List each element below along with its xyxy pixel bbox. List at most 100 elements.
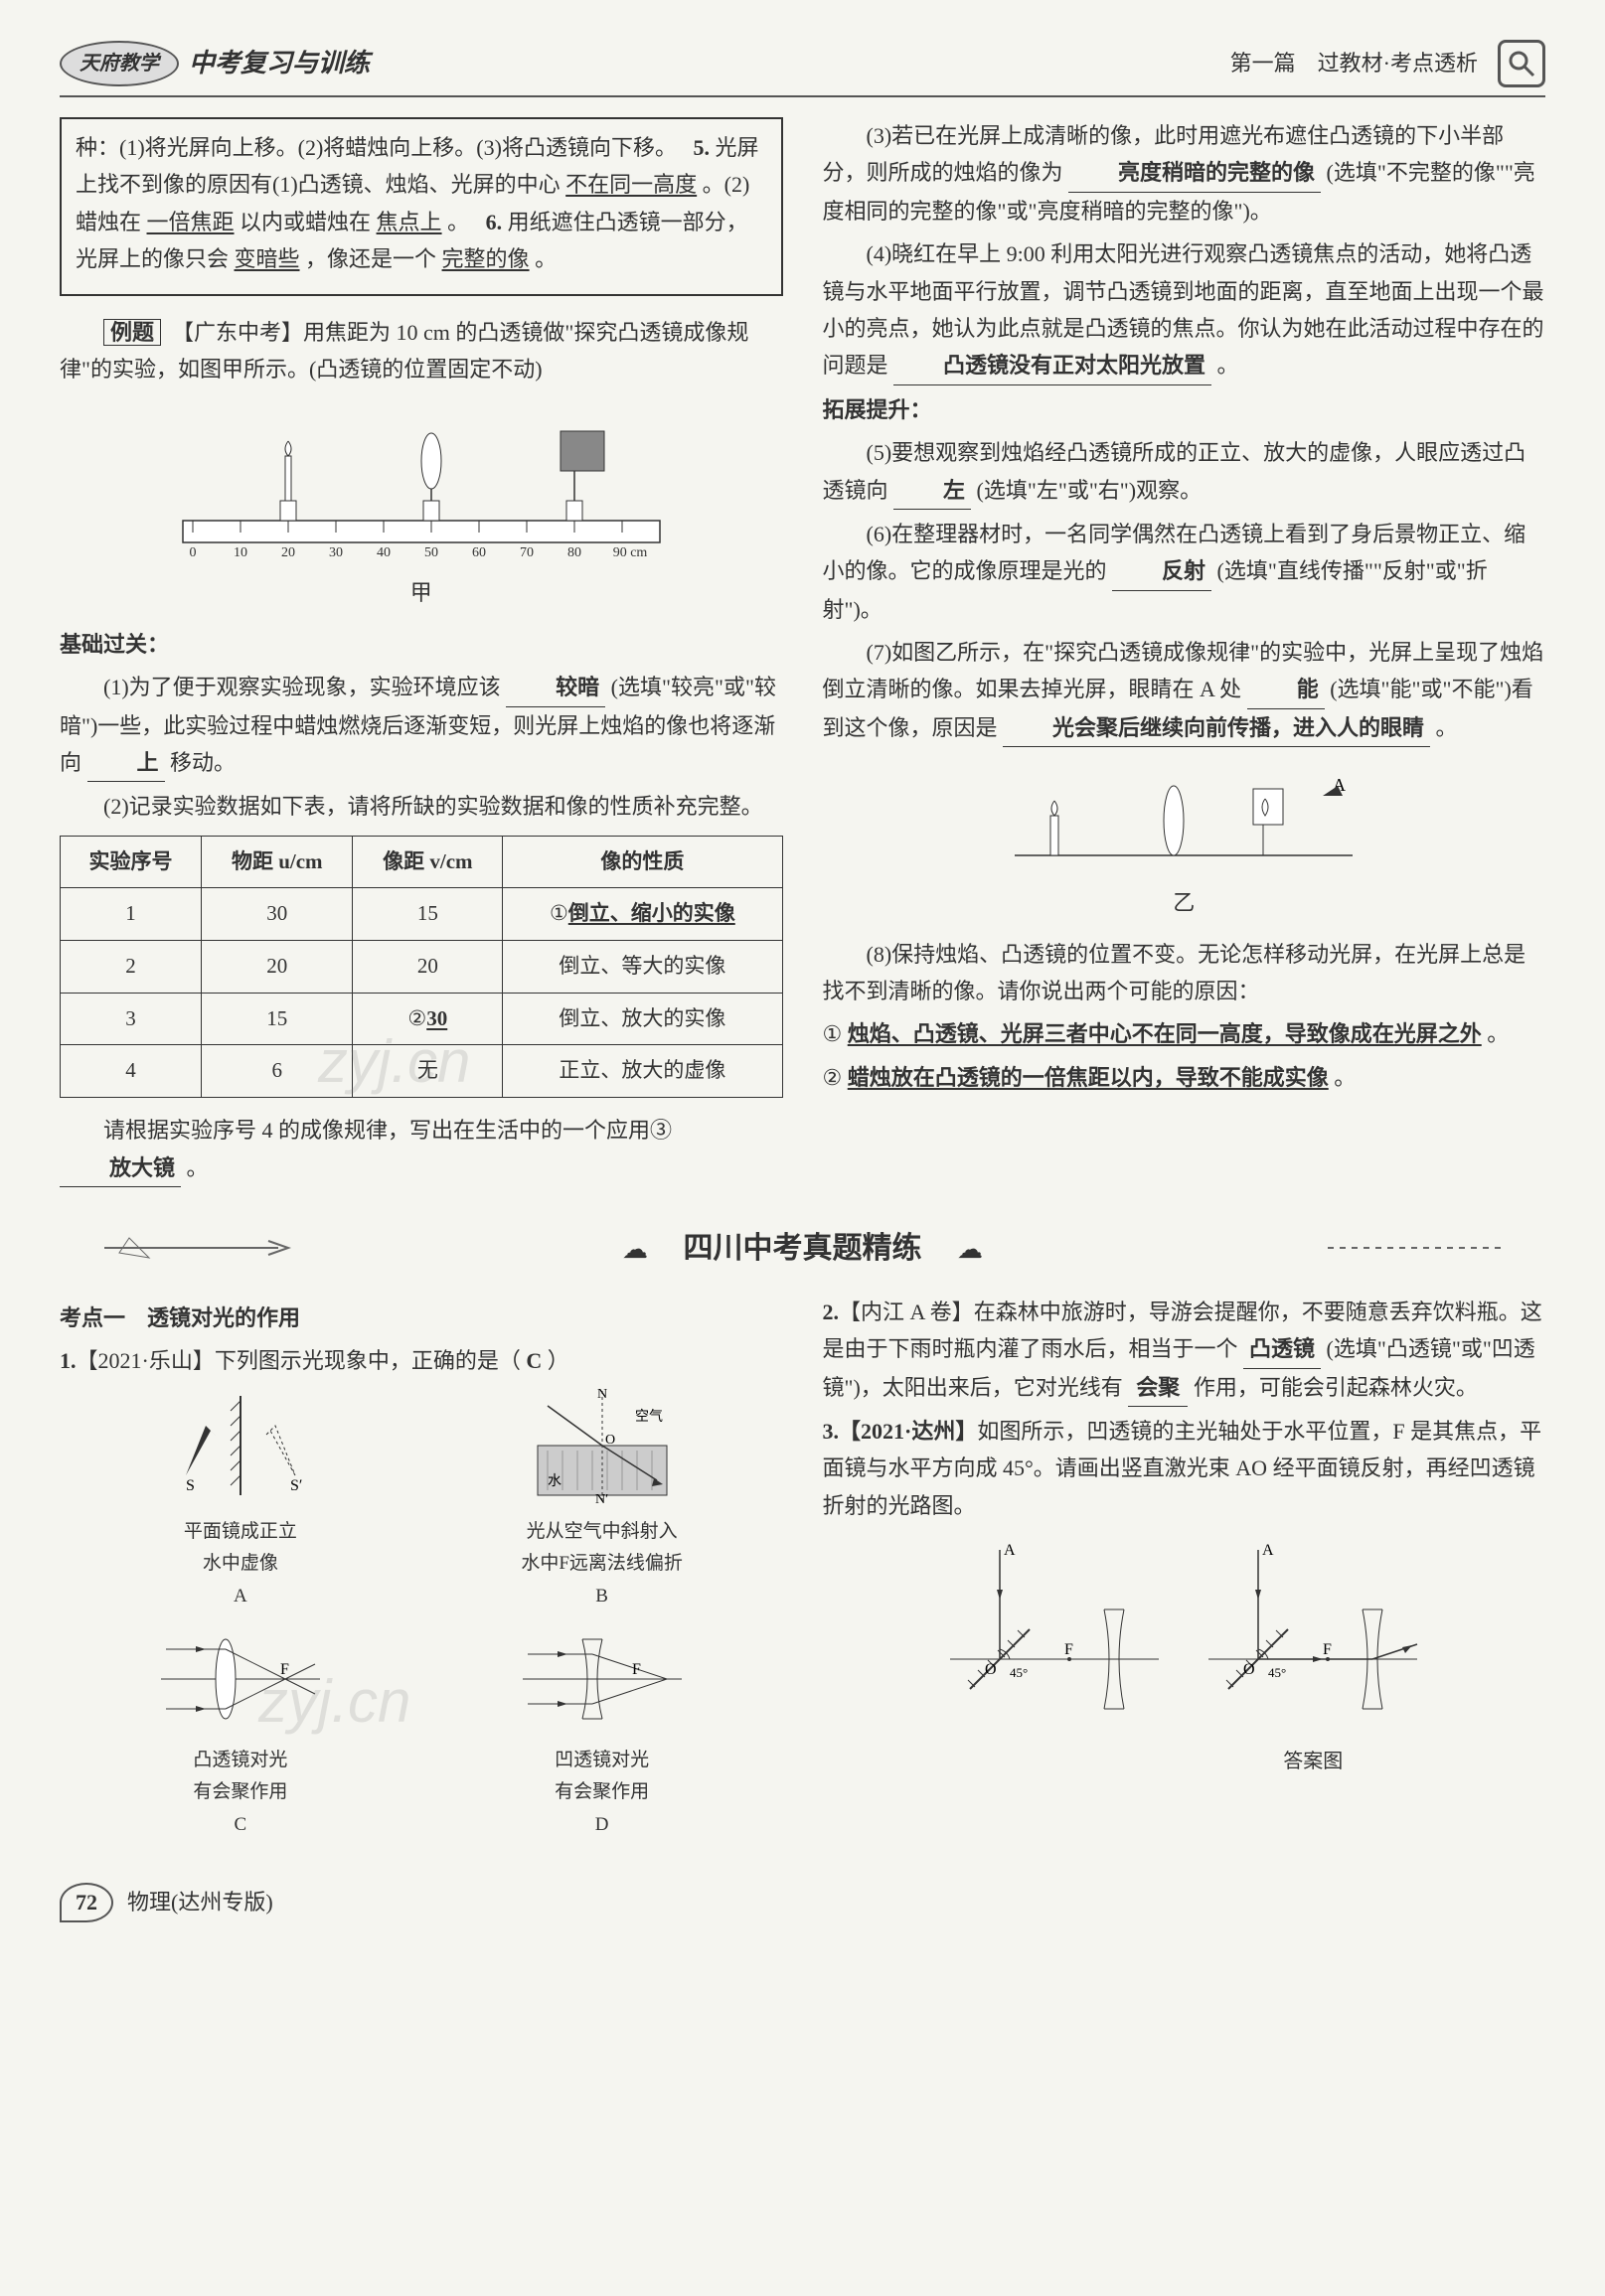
logo-brand: 天府教学 <box>60 41 179 86</box>
svg-text:60: 60 <box>472 545 486 560</box>
svg-text:10: 10 <box>234 545 247 560</box>
t: 完整的像 <box>442 246 530 271</box>
t: 5. <box>693 135 710 160</box>
answer: 倒立、缩小的实像 <box>568 901 735 925</box>
t: 。 <box>187 1155 209 1180</box>
answer: 光会聚后继续向前传播，进入人的眼睛 <box>1003 709 1430 747</box>
example-label: 例题 <box>103 319 161 346</box>
figure-yi: A 乙 <box>823 761 1546 921</box>
p3-figures: A O 45° F <box>823 1530 1546 1777</box>
t: 以内或蜡烛在 <box>240 210 371 234</box>
svg-text:A: A <box>1262 1542 1274 1559</box>
t: 1. <box>60 1348 77 1373</box>
opt-text: 有会聚作用 <box>427 1776 777 1808</box>
td: 2 <box>61 941 202 994</box>
svg-text:S′: S′ <box>290 1477 302 1494</box>
t: 【2021·达州】 <box>839 1419 977 1444</box>
opt-label: D <box>427 1809 777 1841</box>
q4: (4)晓红在早上 9:00 利用太阳光进行观察凸透镜焦点的活动，她将凸透镜与水平… <box>823 235 1546 385</box>
td: ②30 <box>353 993 503 1045</box>
opt-text: 凸透镜对光 <box>66 1745 415 1776</box>
td: 6 <box>202 1045 353 1098</box>
lower-right: 2.【内江 A 卷】在森林中旅游时，导游会提醒你，不要随意丢弃饮料瓶。这是由于下… <box>823 1294 1546 1853</box>
td: 3 <box>61 993 202 1045</box>
q6: (6)在整理器材时，一名同学偶然在凸透镜上看到了身后景物正立、缩小的像。它的成像… <box>823 516 1546 628</box>
example-source: 【广东中考】 <box>172 320 303 345</box>
svg-text:O: O <box>605 1433 615 1448</box>
t: 2. <box>823 1300 840 1324</box>
opt-text: 有会聚作用 <box>66 1776 415 1808</box>
svg-text:空气: 空气 <box>635 1409 663 1425</box>
option-D: F 凹透镜对光 有会聚作用 D <box>421 1624 783 1841</box>
svg-text:0: 0 <box>189 545 196 560</box>
t: ① <box>550 901 568 925</box>
th: 物距 u/cm <box>202 836 353 888</box>
td: 20 <box>353 941 503 994</box>
t: 【内江 A 卷】 <box>839 1300 974 1324</box>
breadcrumb: 第一篇 过教材·考点透析 <box>1230 45 1478 81</box>
t: 。 <box>1436 715 1458 740</box>
t: ① <box>823 1021 843 1046</box>
td: 倒立、等大的实像 <box>503 941 782 994</box>
opt-text: 水中虚像 <box>66 1548 415 1580</box>
svg-text:20: 20 <box>281 545 295 560</box>
answer: C <box>526 1348 542 1373</box>
answer: 亮度稍暗的完整的像 <box>1068 154 1321 192</box>
svg-text:S: S <box>186 1477 195 1494</box>
answer-caption: 答案图 <box>1199 1745 1427 1778</box>
q8-a2: ② 蜡烛放在凸透镜的一倍焦距以内，导致不能成实像 。 <box>823 1059 1546 1096</box>
td: 无 <box>353 1045 503 1098</box>
t: 变暗些 <box>235 246 300 271</box>
answer: 凸透镜 <box>1243 1330 1321 1368</box>
left-column: 种：(1)将光屏向上移。(2)将蜡烛向上移。(3)将凸透镜向下移。 5. 光屏上… <box>60 117 783 1193</box>
t: 种：(1)将光屏向上移。(2)将蜡烛向上移。(3)将凸透镜向下移。 <box>76 135 688 160</box>
basics-label: 基础过关： <box>60 626 783 663</box>
t: (1)为了便于观察实验现象，实验环境应该 <box>103 675 501 699</box>
t: 3. <box>823 1419 840 1444</box>
page-number: 72 <box>60 1883 113 1922</box>
td: 15 <box>202 993 353 1045</box>
t: 焦点上 <box>377 210 442 234</box>
t: ② <box>407 1006 426 1030</box>
t: 作用，可能会引起森林火灾。 <box>1194 1375 1478 1400</box>
table-row: 4 6 无 正立、放大的虚像 <box>61 1045 783 1098</box>
t: (选填"左"或"右")观察。 <box>977 478 1203 503</box>
opt-label: C <box>66 1809 415 1841</box>
option-row-2: F 凸透镜对光 有会聚作用 C F 凹透镜对光 有会聚作用 D <box>60 1624 783 1841</box>
logo-title: 中考复习与训练 <box>189 42 370 85</box>
q1: (1)为了便于观察实验现象，实验环境应该 较暗 (选填"较亮"或"较暗")一些，… <box>60 669 783 782</box>
t: 请根据实验序号 4 的成像规律，写出在生活中的一个应用③ <box>103 1118 672 1143</box>
t: 。 <box>1217 353 1239 378</box>
header-right: 第一篇 过教材·考点透析 <box>1230 40 1545 87</box>
svg-text:30: 30 <box>329 545 343 560</box>
ext-label: 拓展提升： <box>823 391 1546 428</box>
svg-text:45°: 45° <box>1268 1665 1286 1680</box>
page-footer: 72 物理(达州专版) <box>60 1883 1545 1922</box>
example-text: 用焦距为 10 cm 的凸透镜做"探究凸透镜成像规律"的实验，如图甲所示。(凸透… <box>60 320 748 382</box>
svg-text:水: 水 <box>548 1473 562 1489</box>
t: 【2021·乐山】 <box>77 1348 215 1373</box>
td: 30 <box>202 888 353 941</box>
answer: 放大镜 <box>60 1149 181 1187</box>
t: 不在同一高度 <box>565 172 697 197</box>
svg-text:F: F <box>1323 1641 1332 1658</box>
p3-answer-figure: A O 45° F 答案图 <box>1199 1530 1427 1777</box>
logo-area: 天府教学 中考复习与训练 <box>60 41 370 86</box>
answer: 会聚 <box>1128 1369 1188 1407</box>
answer: 能 <box>1247 671 1325 708</box>
fig-caption-yi: 乙 <box>1173 884 1195 921</box>
table-row: 1 30 15 ①倒立、缩小的实像 <box>61 888 783 941</box>
table-header-row: 实验序号 物距 u/cm 像距 v/cm 像的性质 <box>61 836 783 888</box>
svg-text:70: 70 <box>520 545 534 560</box>
svg-text:45°: 45° <box>1010 1665 1028 1680</box>
t: 。 <box>447 210 480 234</box>
q3: (3)若已在光屏上成清晰的像，此时用遮光布遮住凸透镜的下小半部分，则所成的烛焰的… <box>823 117 1546 230</box>
answer: 烛焰、凸透镜、光屏三者中心不在同一高度，导致像成在光屏之外 <box>848 1021 1482 1046</box>
option-C: F 凸透镜对光 有会聚作用 C <box>60 1624 421 1841</box>
svg-text:50: 50 <box>424 545 438 560</box>
q2-follow: 请根据实验序号 4 的成像规律，写出在生活中的一个应用③ 放大镜 。 <box>60 1112 783 1187</box>
t: 下列图示光现象中，正确的是（ <box>215 1348 521 1373</box>
answer: 上 <box>87 744 165 782</box>
th: 像的性质 <box>503 836 782 888</box>
p3-figure: A O 45° F <box>940 1530 1169 1777</box>
